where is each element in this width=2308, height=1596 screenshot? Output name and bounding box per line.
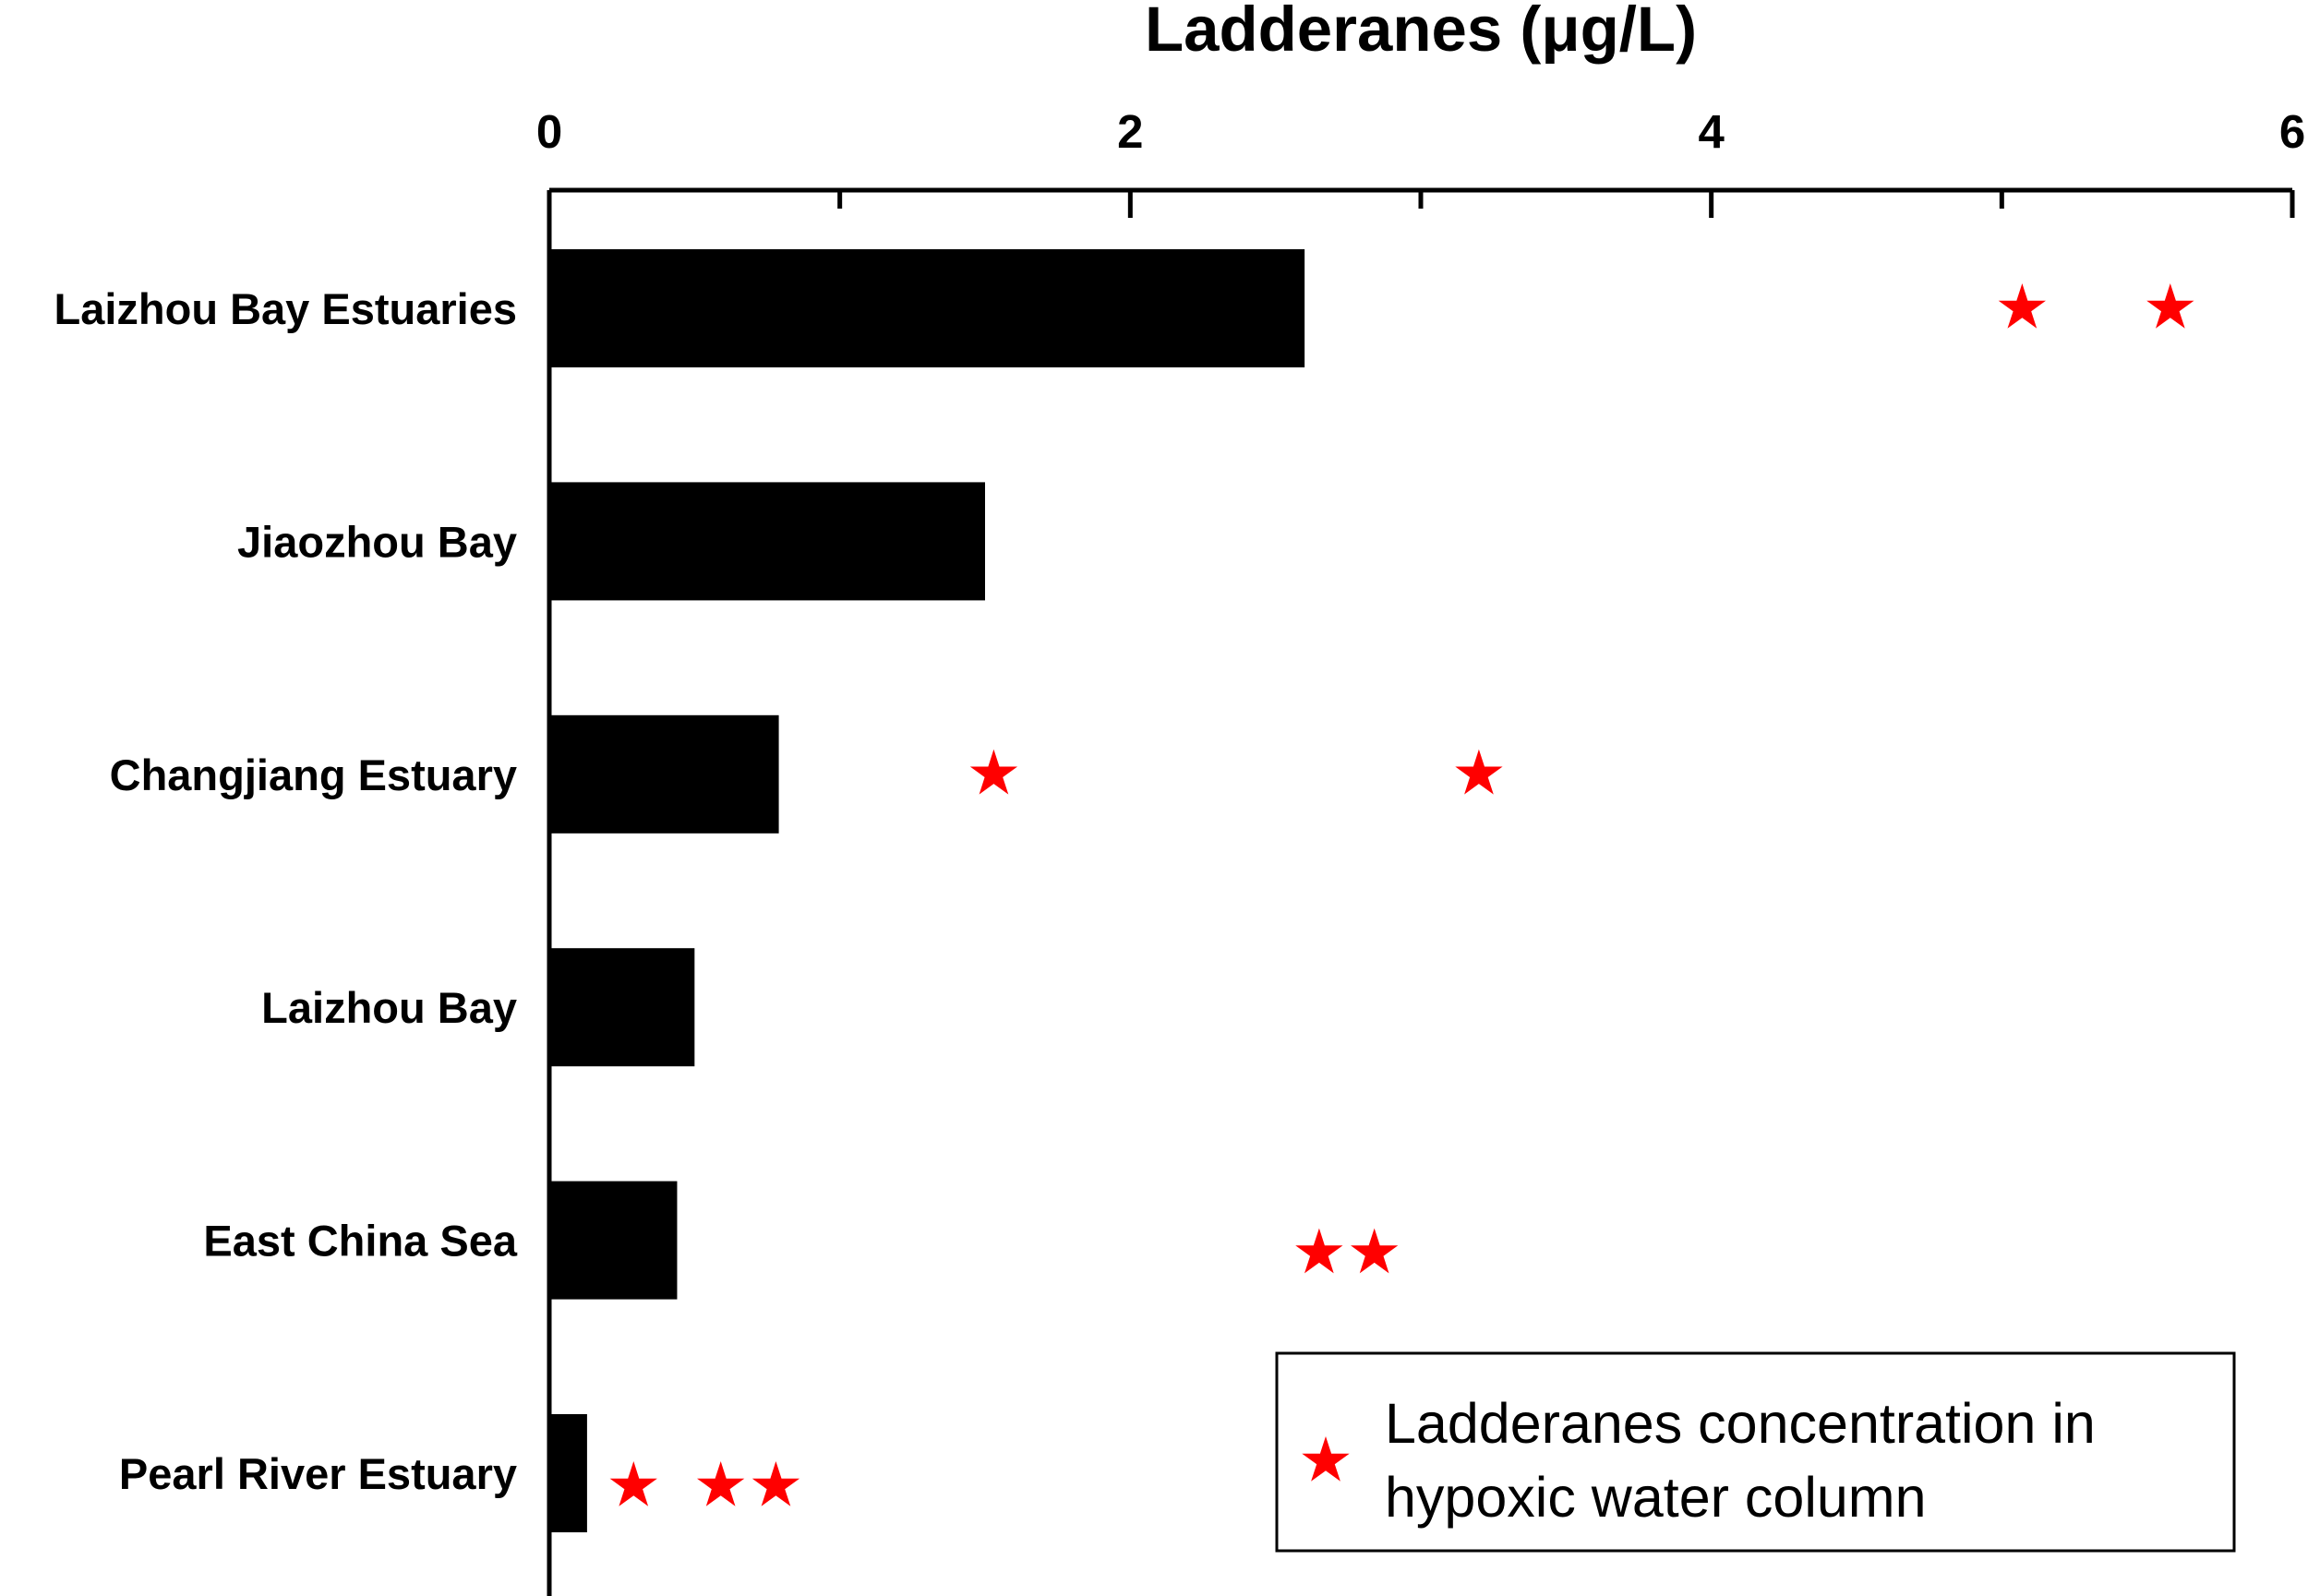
- legend: Ladderanes concentration in hypoxic wate…: [1275, 1351, 2236, 1553]
- legend-box: [1275, 1351, 2236, 1553]
- legend-label-line-2: hypoxic water column: [1385, 1466, 1927, 1529]
- bar: [549, 1181, 678, 1300]
- star-marker: [1295, 1228, 1343, 1274]
- category-label: Laizhou Bay Estuaries: [54, 284, 518, 333]
- star-marker: [697, 1461, 745, 1506]
- star-marker: [1351, 1228, 1399, 1274]
- bar: [549, 249, 1305, 367]
- star-marker: [1998, 283, 2046, 329]
- category-label: Laizhou Bay: [261, 983, 517, 1032]
- bar: [549, 482, 985, 601]
- category-label: Jiaozhou Bay: [237, 517, 517, 566]
- category-label: East China Sea: [203, 1217, 517, 1266]
- category-label: Pearl River Estuary: [119, 1449, 517, 1498]
- x-tick-label: 0: [536, 105, 562, 158]
- star-marker: [609, 1461, 657, 1506]
- bar: [549, 1414, 587, 1532]
- bars: [549, 249, 1305, 1532]
- bar: [549, 948, 695, 1067]
- x-axis: 0 2 4 6: [536, 105, 2305, 218]
- star-marker: [1455, 749, 1503, 795]
- bar: [549, 714, 779, 834]
- category-labels: Laizhou Bay Estuaries Jiaozhou Bay Changji…: [54, 284, 518, 1498]
- star-markers: [609, 283, 2194, 1506]
- star-marker: [751, 1461, 800, 1506]
- star-marker: [2146, 283, 2194, 329]
- legend-star-icon: [1302, 1436, 1350, 1482]
- x-axis-title: Ladderanes (μg/L): [1145, 0, 1697, 65]
- x-tick-label: 6: [2279, 105, 2305, 158]
- x-tick-label: 2: [1117, 105, 1143, 158]
- star-marker: [969, 749, 1018, 795]
- x-tick-label: 4: [1698, 105, 1725, 158]
- category-label: Changjiang Estuary: [110, 750, 517, 799]
- legend-label-line-1: Ladderanes concentration in: [1385, 1392, 2096, 1455]
